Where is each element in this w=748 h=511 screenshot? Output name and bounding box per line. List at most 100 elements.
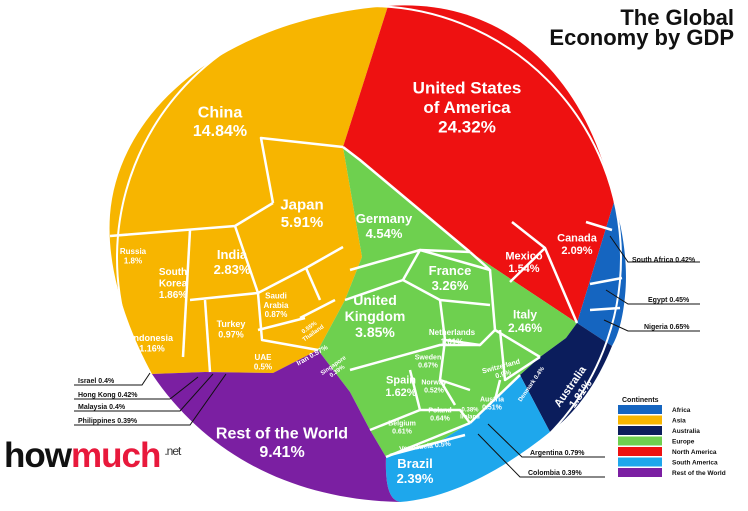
- title-line-2: Economy by GDP: [549, 25, 734, 50]
- cell-label-line: 1.01%: [441, 337, 464, 346]
- cell-label-line: 0.67%: [418, 362, 439, 369]
- cell-label-line: France: [429, 263, 472, 278]
- circle-outline: [116, 5, 622, 511]
- cell-label-line: 2.46%: [508, 321, 542, 335]
- cell-label-line: Norway: [421, 379, 446, 386]
- cell-label-line: 2.09%: [561, 245, 592, 257]
- callout-egypt: Egypt 0.45%: [648, 297, 690, 304]
- cell-label-line: 0.64%: [430, 415, 451, 422]
- cell-label-line: Brazil: [397, 456, 432, 471]
- cell-label-line: 0.51%: [482, 404, 503, 411]
- cell-label-line: China: [198, 104, 243, 121]
- cell-border: [203, 299, 212, 373]
- cell-border: [438, 379, 457, 406]
- legend-label-rest-of-the-world: Rest of the World: [672, 470, 726, 477]
- cell-label-china: China 14.84%: [193, 104, 247, 139]
- cell-border: [257, 316, 306, 332]
- cell-label-line: Sweden: [415, 354, 441, 361]
- cell-label-line: 14.84%: [193, 123, 247, 140]
- cell-border: [344, 278, 491, 307]
- cell-label-line: United States: [413, 78, 522, 97]
- region-rest-of-the-world: [152, 350, 400, 502]
- cell-label-line: India: [217, 247, 248, 262]
- cell-label-line: Korea: [159, 279, 188, 290]
- legend-label-north-america: North America: [672, 449, 717, 456]
- cell-label-line: Rest of the World: [216, 425, 348, 442]
- cell-border: [233, 225, 344, 295]
- cell-border: [299, 298, 336, 320]
- cell-border: [438, 299, 496, 347]
- region-asia: [109, 6, 388, 374]
- cell-label-line: 0.97%: [218, 329, 244, 339]
- cell-label-line: Belgium: [388, 420, 416, 427]
- legend-label-south-america: South America: [672, 460, 718, 467]
- cell-label-line: 0.52%: [424, 387, 445, 394]
- cell-border: [256, 292, 319, 352]
- legend-label-africa: Africa: [672, 407, 691, 414]
- cell-border: [509, 247, 546, 283]
- cell-label-line: 2.39%: [397, 471, 434, 486]
- callout-line-hong-kong: [74, 376, 199, 400]
- cell-border: [349, 343, 480, 372]
- callout-line-argentina: [487, 423, 605, 458]
- cell-label-line: 5.91%: [281, 214, 324, 231]
- cell-label-line: Japan: [280, 197, 323, 214]
- legend-swatch-europe: [618, 436, 662, 446]
- callout-line-south-africa: [609, 235, 700, 263]
- cell-label-line: 0.5%: [254, 362, 272, 371]
- legend-label-australia: Australia: [672, 428, 700, 435]
- legend-swatch-africa: [618, 405, 662, 414]
- cell-label-line: 0.61%: [392, 428, 413, 435]
- callout-line-israel: [74, 372, 151, 386]
- cell-label-line: Russia: [120, 247, 147, 256]
- callout-israel: Israel 0.4%: [78, 378, 115, 385]
- cell-label-line: 3.85%: [355, 324, 395, 340]
- legend: Continents Africa Asia Australia Europe North…: [618, 397, 726, 477]
- cell-label-line: Mexico: [505, 251, 543, 263]
- cell-border: [589, 276, 623, 286]
- callout-colombia: Colombia 0.39%: [528, 470, 582, 477]
- cell-label-line: 1.86%: [159, 290, 187, 301]
- callout-line-malaysia: [74, 373, 214, 412]
- cell-border: [585, 220, 613, 232]
- cell-label-line: 2.83%: [214, 262, 251, 277]
- cell-label-line: Kingdom: [345, 308, 406, 324]
- cell-border: [189, 291, 259, 302]
- cell-label-line: Indonesia: [131, 333, 174, 343]
- cell-label-line: 1.54%: [508, 263, 539, 275]
- cell-label-line: Netherlands: [429, 328, 476, 337]
- cell-border: [304, 267, 322, 301]
- cell-label-line: 1.62%: [385, 387, 416, 399]
- cell-label-line: Germany: [356, 211, 413, 226]
- cell-label-line: Canada: [557, 233, 598, 245]
- cell-border: [342, 146, 471, 253]
- cell-label-line: 3.26%: [432, 278, 469, 293]
- title-line-1: The Global: [620, 5, 734, 30]
- legend-swatch-australia: [618, 426, 662, 435]
- cell-border: [385, 421, 471, 459]
- region-north-america: [343, 5, 614, 324]
- howmuch-logo: howmuch .net: [4, 436, 181, 476]
- brand-accent: much: [70, 436, 161, 475]
- cell-label-line: Ireland: [460, 415, 480, 421]
- cell-label-line: Spain: [386, 375, 416, 387]
- cell-label-line: Austria: [480, 396, 504, 403]
- brand-suffix: .net: [164, 444, 181, 458]
- cell-border: [420, 408, 471, 424]
- legend-label-europe: Europe: [672, 439, 695, 446]
